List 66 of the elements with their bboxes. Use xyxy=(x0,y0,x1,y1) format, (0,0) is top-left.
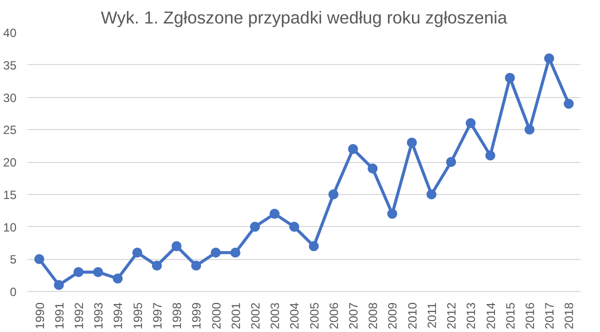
x-tick-label: 2005 xyxy=(307,302,322,330)
point xyxy=(210,248,221,258)
x-tick-label: 2017 xyxy=(542,302,557,330)
x-tick-label: 1992 xyxy=(72,302,86,330)
y-tick-label: 10 xyxy=(3,220,17,234)
point xyxy=(406,138,417,148)
point xyxy=(289,222,300,232)
point xyxy=(485,150,496,161)
point xyxy=(446,157,456,167)
point xyxy=(191,260,202,271)
point xyxy=(132,248,142,258)
point xyxy=(152,260,162,271)
point xyxy=(544,53,554,64)
y-tick-label: 40 xyxy=(3,26,17,40)
point xyxy=(34,254,44,264)
x-tick-label: 2010 xyxy=(405,302,420,330)
x-tick-label: 1998 xyxy=(170,302,184,330)
y-tick-label: 20 xyxy=(3,156,17,170)
x-tick-label: 2018 xyxy=(562,302,576,330)
x-tick-label: 1990 xyxy=(32,302,47,330)
x-tick-label: 2015 xyxy=(503,302,518,330)
chart-title: Wyk. 1. Zgłoszone przypadki według roku zgłoszenia xyxy=(100,8,508,28)
point xyxy=(93,267,104,278)
point xyxy=(564,98,574,109)
point xyxy=(73,267,84,278)
x-tick-label: 1994 xyxy=(111,302,126,330)
point xyxy=(308,241,319,252)
x-tick-label: 2001 xyxy=(228,302,243,330)
point xyxy=(426,189,436,200)
point xyxy=(250,222,260,232)
x-tick-label: 2016 xyxy=(523,302,538,330)
point xyxy=(368,163,378,174)
point xyxy=(54,280,64,290)
y-tick-label: 30 xyxy=(3,90,17,105)
x-tick-label: 2011 xyxy=(424,302,439,328)
x-tick-label: 2009 xyxy=(386,302,400,330)
x-tick-label: 2014 xyxy=(484,302,498,330)
x-tick-label: 2012 xyxy=(444,302,459,330)
point xyxy=(270,208,280,219)
x-tick-label: 2003 xyxy=(268,302,282,330)
point xyxy=(328,189,338,200)
point xyxy=(172,241,182,252)
point xyxy=(348,144,358,154)
y-tick-label: 0 xyxy=(10,285,17,299)
y-tick-label: 5 xyxy=(10,252,17,267)
x-tick-label: 2002 xyxy=(248,302,262,330)
point xyxy=(466,118,476,128)
point xyxy=(230,248,240,258)
y-tick-label: 15 xyxy=(3,188,17,202)
point xyxy=(112,274,123,284)
x-tick-label: 1993 xyxy=(92,302,106,330)
point xyxy=(504,72,515,83)
x-tick-label: 2008 xyxy=(366,302,380,330)
x-tick-label: 2000 xyxy=(209,302,224,330)
x-tick-label: 1997 xyxy=(150,302,164,330)
x-tick-label: 1995 xyxy=(130,302,145,330)
x-tick-label: 1999 xyxy=(190,302,204,330)
point xyxy=(524,124,535,135)
point xyxy=(387,208,398,219)
x-tick-label: 2013 xyxy=(464,302,478,330)
x-tick-label: 2006 xyxy=(326,302,341,330)
x-tick-label: 2007 xyxy=(346,302,361,330)
x-tick-label: 2004 xyxy=(288,302,302,330)
y-tick-label: 25 xyxy=(3,123,17,138)
y-tick-label: 35 xyxy=(3,58,17,72)
x-tick-label: 1991 xyxy=(52,302,66,330)
